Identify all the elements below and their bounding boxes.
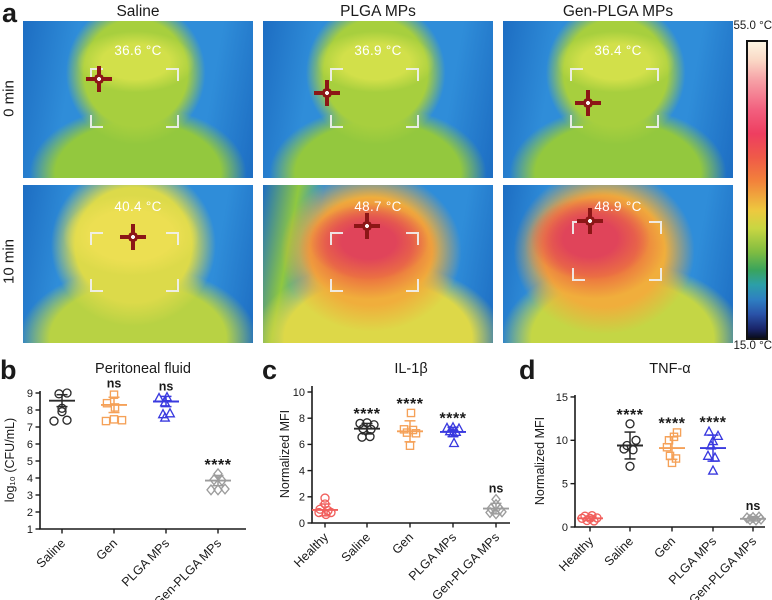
- svg-text:ns: ns: [489, 481, 504, 495]
- row-label-0min: 0 min: [0, 80, 18, 117]
- svg-text:6: 6: [27, 439, 33, 451]
- svg-text:2: 2: [299, 492, 305, 504]
- crosshair-marker-icon: [314, 80, 341, 107]
- svg-text:3: 3: [27, 490, 33, 502]
- svg-text:10: 10: [293, 387, 305, 399]
- row-label-10min: 10 min: [0, 238, 18, 285]
- svg-text:10: 10: [556, 435, 568, 447]
- crosshair-marker-icon: [577, 208, 604, 235]
- svg-text:ns: ns: [159, 379, 174, 393]
- svg-text:ns: ns: [746, 499, 761, 513]
- panel-c-il1b: c IL-1β Normalized MFI 0 2 4 6 8 10 Healthy Sal…: [258, 355, 515, 600]
- svg-text:8: 8: [27, 405, 33, 417]
- thermal-image-plga-mps-10min: 48.7 °C: [263, 185, 493, 343]
- temperature-reading: 48.7 °C: [354, 199, 402, 215]
- svg-text:0: 0: [562, 522, 568, 534]
- column-header-plga-mps: PLGA MPs: [340, 3, 416, 20]
- svg-text:****: ****: [397, 396, 424, 413]
- temperature-colorbar: [746, 40, 768, 340]
- svg-text:2: 2: [27, 507, 33, 519]
- panel-d-tnfa: d TNF-α Normalized MFI 0 5 10 15 Healthy Sali…: [515, 355, 772, 600]
- svg-text:Gen: Gen: [390, 530, 417, 557]
- svg-text:Gen-PLGA MPs: Gen-PLGA MPs: [686, 534, 759, 600]
- crosshair-marker-icon: [353, 213, 380, 240]
- svg-text:****: ****: [617, 407, 644, 424]
- column-header-gen-plga-mps: Gen-PLGA MPs: [562, 3, 674, 20]
- thermal-image-saline-10min: 40.4 °C: [23, 185, 253, 343]
- thermal-image-gen-plga-mps-10min: 48.9 °C: [503, 185, 733, 343]
- svg-text:15: 15: [556, 392, 568, 404]
- svg-text:5: 5: [562, 478, 568, 490]
- crosshair-marker-icon: [120, 224, 147, 251]
- svg-text:4: 4: [27, 473, 33, 485]
- temperature-reading: 48.9 °C: [594, 199, 642, 215]
- svg-text:Saline: Saline: [602, 534, 637, 569]
- thermal-image-plga-mps-0min: 36.9 °C: [263, 21, 493, 178]
- panel-b-letter: b: [0, 355, 17, 385]
- column-header-saline: Saline: [116, 3, 160, 20]
- svg-text:Saline: Saline: [339, 530, 374, 565]
- svg-text:0: 0: [299, 518, 305, 530]
- svg-text:5: 5: [27, 456, 33, 468]
- svg-text:****: ****: [659, 415, 686, 432]
- svg-text:Gen: Gen: [652, 534, 679, 561]
- svg-text:****: ****: [205, 457, 232, 474]
- svg-text:ns: ns: [107, 377, 122, 391]
- temperature-reading: 36.4 °C: [594, 42, 642, 58]
- measurement-box-brackets: [89, 232, 180, 293]
- svg-text:6: 6: [299, 439, 305, 451]
- colorbar-min-label: 15.0 °C: [733, 340, 772, 352]
- svg-text:PLGA MPs: PLGA MPs: [119, 536, 172, 589]
- chart-title: TNF-α: [649, 361, 691, 377]
- temperature-reading: 36.9 °C: [354, 42, 402, 58]
- svg-text:1: 1: [27, 524, 33, 536]
- crosshair-marker-icon: [85, 66, 112, 93]
- thermal-image-gen-plga-mps-0min: 36.4 °C: [503, 21, 733, 178]
- colorbar-max-label: 55.0 °C: [733, 20, 772, 32]
- svg-text:Saline: Saline: [34, 536, 69, 571]
- svg-text:8: 8: [299, 413, 305, 425]
- svg-text:****: ****: [700, 415, 727, 432]
- measurement-box-brackets: [329, 232, 420, 293]
- crosshair-marker-icon: [575, 89, 602, 116]
- panel-a-letter: a: [2, 0, 18, 28]
- measurement-box-brackets: [569, 68, 660, 128]
- measurement-box-brackets: [329, 68, 420, 128]
- svg-text:7: 7: [27, 422, 33, 434]
- svg-text:Gen: Gen: [94, 536, 121, 563]
- panel-c-letter: c: [262, 355, 278, 385]
- svg-text:****: ****: [440, 410, 467, 427]
- temperature-reading: 36.6 °C: [114, 42, 162, 58]
- svg-text:4: 4: [299, 465, 305, 477]
- svg-text:9: 9: [27, 388, 33, 400]
- panel-d-letter: d: [519, 355, 536, 385]
- svg-text:Healthy: Healthy: [291, 530, 331, 570]
- thermal-image-saline-0min: 36.6 °C: [23, 21, 253, 178]
- svg-text:****: ****: [354, 406, 381, 423]
- chart-title: Peritoneal fluid: [95, 361, 191, 377]
- svg-text:Healthy: Healthy: [556, 534, 596, 574]
- temperature-reading: 40.4 °C: [114, 199, 162, 215]
- chart-title: IL-1β: [394, 361, 428, 377]
